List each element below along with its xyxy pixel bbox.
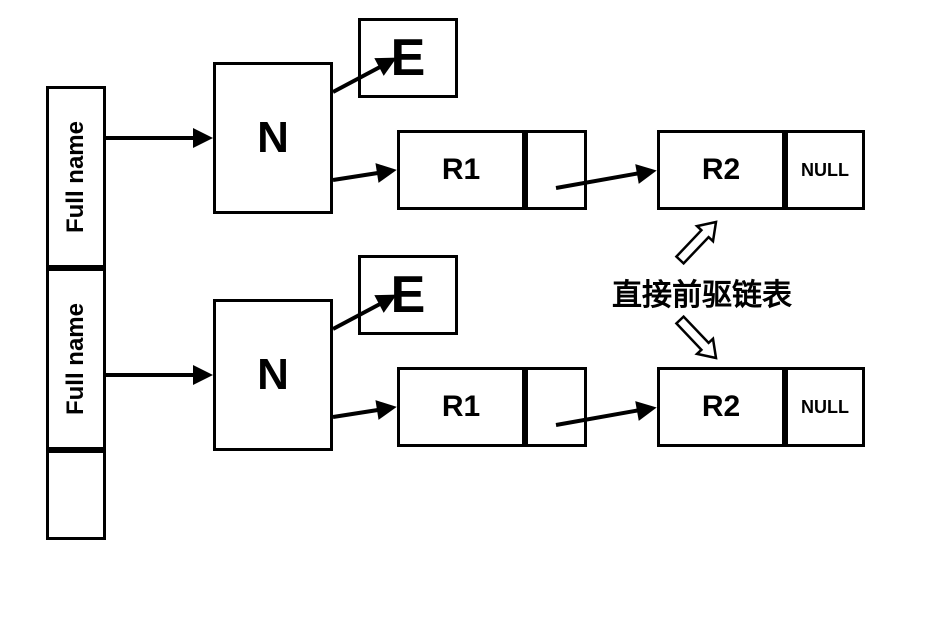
node-label-n1: N [257, 113, 289, 163]
node-fullname2: Full name [46, 268, 106, 450]
node-label-r2b_right: NULL [801, 397, 849, 418]
hollow-arrow-1 [665, 305, 731, 373]
node-r2b_right: NULL [785, 367, 865, 447]
node-r1b_left: R1 [397, 367, 525, 447]
hollow-arrow-0 [665, 207, 731, 275]
node-fullname3 [46, 450, 106, 540]
node-fullname1: Full name [46, 86, 106, 268]
node-r1a_left: R1 [397, 130, 525, 210]
node-r2a_right: NULL [785, 130, 865, 210]
node-label-r2a_left: R2 [702, 153, 740, 187]
node-r2a_left: R2 [657, 130, 785, 210]
node-r1a_right [525, 130, 587, 210]
node-label-fullname2: Full name [62, 303, 90, 415]
node-label-n2: N [257, 350, 289, 400]
node-r1b_right [525, 367, 587, 447]
node-n2: N [213, 299, 333, 451]
node-label-r1b_left: R1 [442, 390, 480, 424]
node-n1: N [213, 62, 333, 214]
node-e2: E [358, 255, 458, 335]
node-label-r2a_right: NULL [801, 160, 849, 181]
node-label-r1a_left: R1 [442, 153, 480, 187]
node-r2b_left: R2 [657, 367, 785, 447]
node-label-r2b_left: R2 [702, 390, 740, 424]
node-e1: E [358, 18, 458, 98]
node-label-fullname1: Full name [62, 121, 90, 233]
linked-list-diagram: Full nameFull nameNNEER1R1R2NULLR2NULL直接… [0, 0, 948, 628]
